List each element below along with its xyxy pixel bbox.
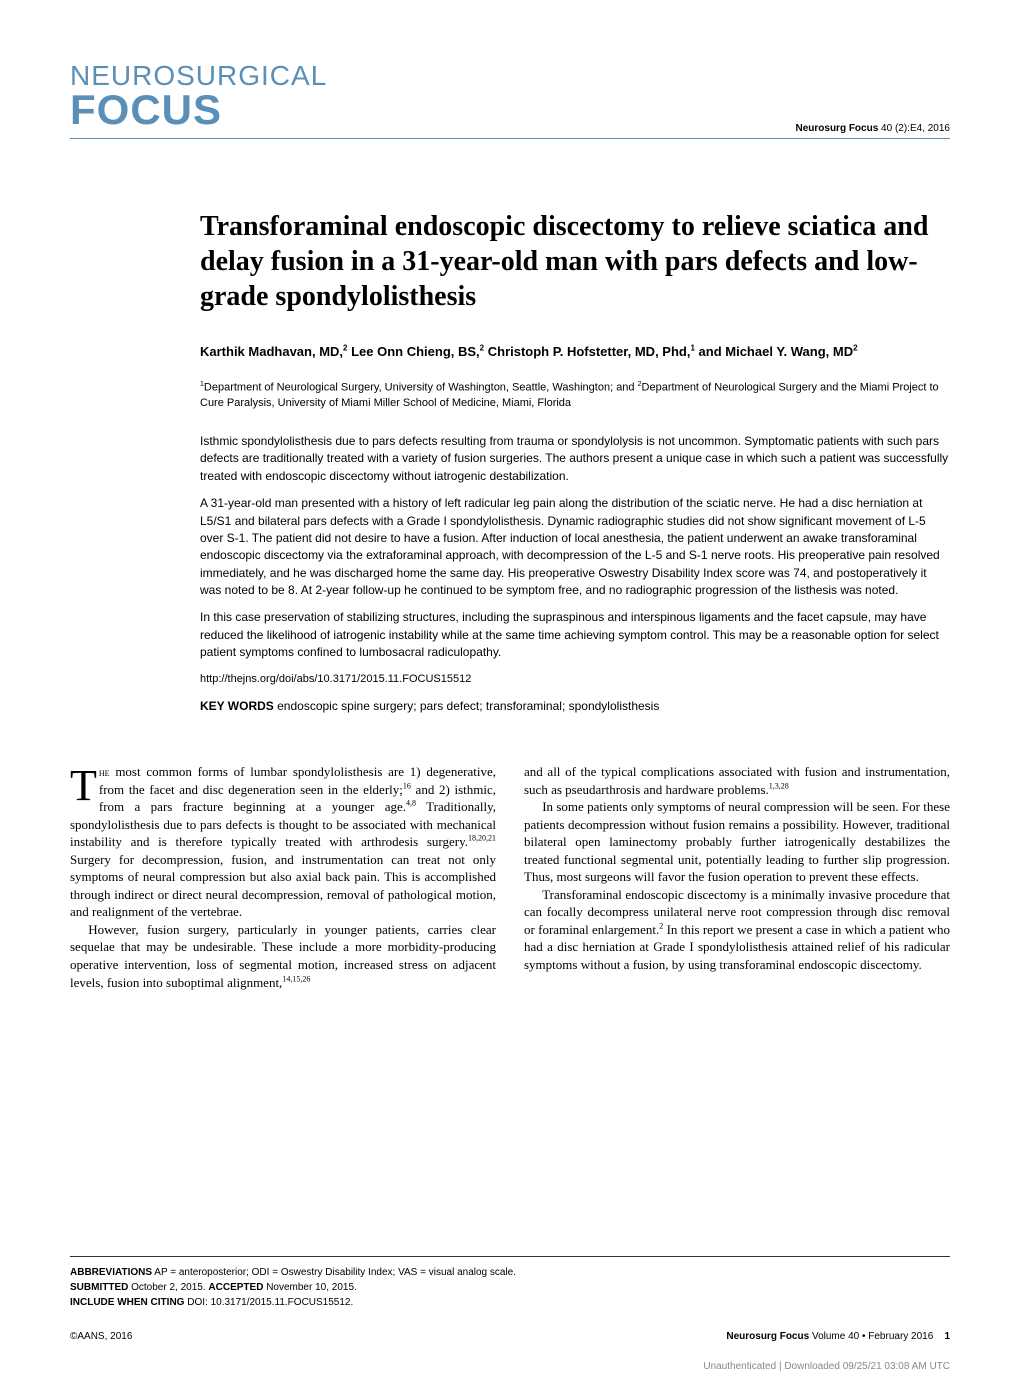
journal-logo: NEUROSURGICAL FOCUS (70, 60, 327, 134)
footer-metadata: ABBREVIATIONS AP = anteroposterior; ODI … (70, 1256, 950, 1310)
abstract: Isthmic spondylolisthesis due to pars de… (200, 433, 950, 715)
body-para-2: However, fusion surgery, particularly in… (70, 921, 496, 991)
page-number: 1 (944, 1331, 950, 1342)
abstract-para-1: Isthmic spondylolisthesis due to pars de… (200, 433, 950, 485)
citing-text: DOI: 10.3171/2015.11.FOCUS15512. (184, 1297, 353, 1308)
body-para-3: and all of the typical complications ass… (524, 763, 950, 798)
citation-details: 40 (2):E4, 2016 (878, 123, 950, 134)
authors: Karthik Madhavan, MD,2 Lee Onn Chieng, B… (200, 342, 950, 362)
keywords-text: endoscopic spine surgery; pars defect; t… (274, 699, 660, 713)
submitted-text: October 2, 2015. (128, 1282, 208, 1293)
abstract-para-3: In this case preservation of stabilizing… (200, 609, 950, 661)
body-para-5: Transforaminal endoscopic discectomy is … (524, 886, 950, 974)
page-footer: ©AANS, 2016 Neurosurg Focus Volume 40 • … (70, 1331, 950, 1342)
accepted-text: November 10, 2015. (263, 1282, 356, 1293)
body-para-4: In some patients only symptoms of neural… (524, 798, 950, 886)
keywords-label: KEY WORDS (200, 699, 274, 713)
citing-label: INCLUDE WHEN CITING (70, 1297, 184, 1308)
body-para-1-text: he most common forms of lumbar spondylol… (70, 764, 496, 919)
accepted-label: ACCEPTED (208, 1282, 263, 1293)
page-header: NEUROSURGICAL FOCUS Neurosurg Focus 40 (… (70, 60, 950, 139)
abstract-para-2: A 31-year-old man presented with a histo… (200, 495, 950, 599)
dropcap: T (70, 763, 99, 806)
header-citation: Neurosurg Focus 40 (2):E4, 2016 (795, 123, 950, 134)
article-title: Transforaminal endoscopic discectomy to … (200, 209, 950, 314)
download-watermark: Unauthenticated | Downloaded 09/25/21 03… (703, 1361, 950, 1372)
body-columns: The most common forms of lumbar spondylo… (70, 763, 950, 991)
footer-journal-bold: Neurosurg Focus (726, 1331, 809, 1342)
affiliations: 1Department of Neurological Surgery, Uni… (200, 380, 950, 411)
citing-line: INCLUDE WHEN CITING DOI: 10.3171/2015.11… (70, 1295, 950, 1310)
citation-journal: Neurosurg Focus (795, 123, 878, 134)
keywords: KEY WORDS endoscopic spine surgery; pars… (200, 698, 950, 715)
journal-name-line2: FOCUS (70, 86, 327, 134)
footer-journal-ref: Neurosurg Focus Volume 40 • February 201… (726, 1331, 950, 1342)
abbreviations-line: ABBREVIATIONS AP = anteroposterior; ODI … (70, 1265, 950, 1280)
abstract-doi-link[interactable]: http://thejns.org/doi/abs/10.3171/2015.1… (200, 672, 950, 688)
dates-line: SUBMITTED October 2, 2015. ACCEPTED Nove… (70, 1280, 950, 1295)
submitted-label: SUBMITTED (70, 1282, 128, 1293)
column-right: and all of the typical complications ass… (524, 763, 950, 991)
abbrev-text: AP = anteroposterior; ODI = Oswestry Dis… (152, 1267, 516, 1278)
article-front-matter: Transforaminal endoscopic discectomy to … (200, 209, 950, 715)
column-left: The most common forms of lumbar spondylo… (70, 763, 496, 991)
footer-journal-rest: Volume 40 • February 2016 (809, 1331, 933, 1342)
body-para-1: The most common forms of lumbar spondylo… (70, 763, 496, 921)
copyright: ©AANS, 2016 (70, 1331, 132, 1342)
abbrev-label: ABBREVIATIONS (70, 1267, 152, 1278)
